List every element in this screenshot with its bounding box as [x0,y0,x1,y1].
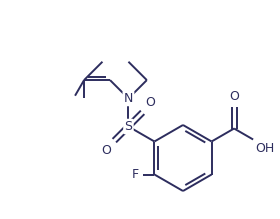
Text: O: O [229,90,239,102]
Text: OH: OH [255,143,274,155]
Text: F: F [131,168,138,181]
Text: S: S [124,120,132,133]
Text: N: N [124,92,133,105]
Text: O: O [101,144,111,157]
Text: O: O [146,96,155,109]
